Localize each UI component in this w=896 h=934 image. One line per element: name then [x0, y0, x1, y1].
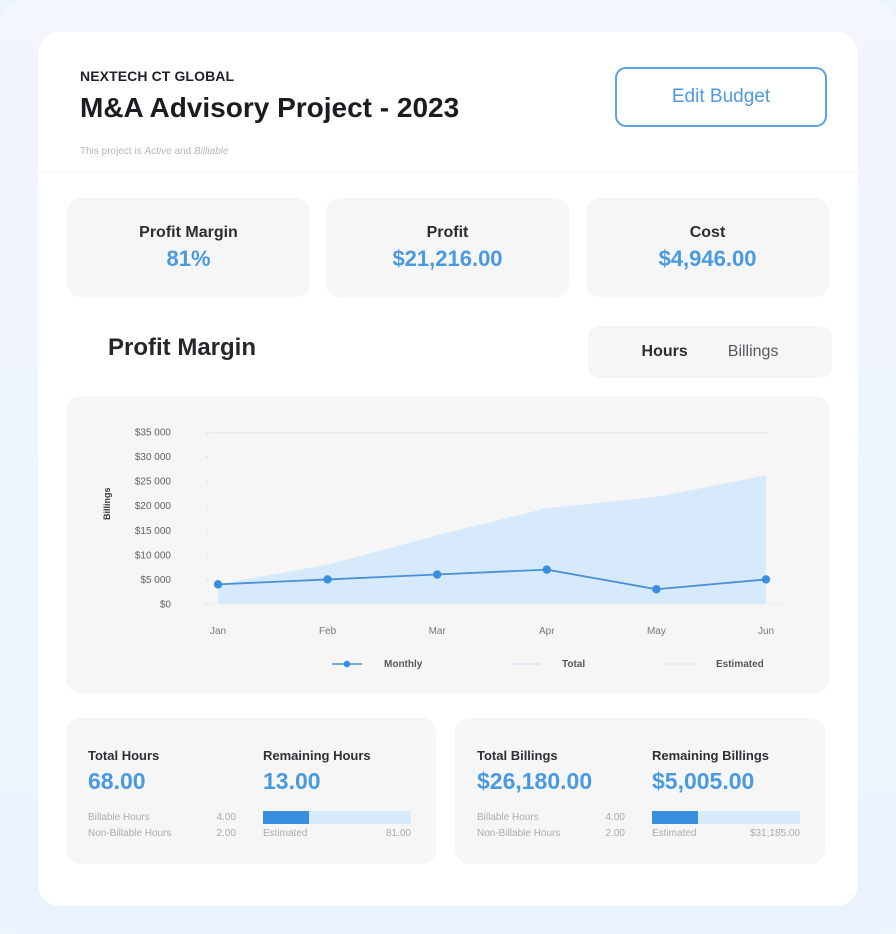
profit-margin-chart: $35 000 $30 000 $25 000 $20 000 $15 000 $10 0… [135, 428, 786, 637]
status-and: and [171, 146, 194, 157]
estimated-billings-label: Estimated [652, 828, 697, 839]
monthly-data-point[interactable] [433, 570, 442, 579]
tab-hours[interactable]: Hours [641, 343, 688, 360]
estimated-hours-value: 81.00 [385, 828, 411, 839]
hours-billings-toggle: Hours Billings [588, 326, 832, 378]
stat-label: Profit Margin [139, 223, 238, 241]
y-tick-label: $25 000 [135, 477, 172, 488]
chart-panel: Billings $35 000 $30 000 $25 000 $20 000 $15… [66, 396, 829, 693]
stat-profit: Profit $21,216.00 [326, 198, 569, 297]
project-status: This project is Active and Billiable [80, 146, 228, 157]
y-tick-label: $10 000 [135, 550, 172, 561]
legend-label: Total [562, 658, 586, 670]
y-tick-label: $20 000 [135, 501, 172, 512]
remaining-hours-value: 13.00 [263, 768, 321, 794]
billable-hours-value: 4.00 [216, 812, 236, 823]
monthly-line [217, 568, 767, 591]
y-tick-label: $15 000 [135, 526, 172, 537]
x-tick-label: Jun [758, 626, 774, 637]
stat-label: Cost [689, 223, 726, 241]
hours-summary-card: Total Hours 68.00 Remaining Hours 13.00 … [66, 718, 436, 864]
x-tick-label: Mar [429, 626, 447, 637]
billable-hours-label: Billable Hours [477, 812, 539, 823]
remaining-billings-progress [652, 811, 800, 824]
legend-label: Estimated [716, 658, 764, 670]
tab-billings[interactable]: Billings [727, 343, 779, 360]
project-header: NEXTECH CT GLOBAL M&A Advisory Project -… [38, 32, 858, 172]
remaining-hours-progress [263, 811, 411, 824]
estimated-billings-value: $31,185.00 [749, 828, 800, 839]
progress-fill [652, 811, 698, 824]
monthly-data-point[interactable] [761, 575, 771, 584]
y-axis-ticks: $35 000 $30 000 $25 000 $20 000 $15 000 $10 0… [135, 428, 208, 611]
billable-hours-label: Billable Hours [88, 812, 150, 823]
total-billings-value: $26,180.00 [477, 768, 593, 794]
stat-cost: Cost $4,946.00 [586, 198, 829, 297]
legend-total[interactable]: Total [510, 658, 585, 670]
estimated-line-icon [664, 663, 694, 665]
page-title: M&A Advisory Project - 2023 [80, 92, 460, 123]
non-billable-hours-label: Non-Billable Hours [477, 828, 561, 839]
edit-budget-button[interactable]: Edit Budget [615, 67, 827, 127]
company-name: NEXTECH CT GLOBAL [80, 68, 235, 84]
y-tick-label: $35 000 [135, 428, 172, 439]
billings-summary-card: Total Billings $26,180.00 Remaining Bill… [455, 718, 825, 864]
non-billable-hours-value: 2.00 [605, 828, 625, 839]
total-area [218, 475, 766, 604]
x-tick-label: Jan [210, 626, 226, 637]
remaining-hours-label: Remaining Hours [263, 748, 371, 763]
estimated-hours-label: Estimated [263, 828, 308, 839]
monthly-data-point[interactable] [652, 585, 661, 594]
chart-legend: Monthly Total Estimated [296, 658, 764, 672]
y-tick-label: $30 000 [135, 452, 172, 463]
progress-fill [263, 811, 309, 824]
monthly-line-icon [332, 660, 362, 668]
status-prefix: This project is [80, 146, 145, 157]
total-hours-label: Total Hours [88, 748, 160, 763]
status-billable: Billiable [193, 146, 229, 157]
billable-hours-value: 4.00 [605, 812, 625, 823]
project-card: NEXTECH CT GLOBAL M&A Advisory Project -… [38, 32, 858, 906]
stat-value: 81% [166, 245, 211, 271]
stat-profit-margin: Profit Margin 81% [67, 198, 310, 297]
non-billable-hours-label: Non-Billable Hours [88, 828, 172, 839]
monthly-data-point[interactable] [213, 580, 223, 589]
remaining-billings-value: $5,005.00 [652, 768, 755, 794]
legend-label: Monthly [384, 658, 423, 670]
total-hours-value: 68.00 [88, 768, 146, 794]
y-tick-label: $0 [160, 600, 172, 611]
x-tick-label: Feb [319, 626, 337, 637]
x-tick-label: Apr [539, 626, 555, 637]
remaining-billings-label: Remaining Billings [652, 748, 770, 763]
chart-section-title: Profit Margin [108, 334, 256, 361]
monthly-data-point[interactable] [542, 565, 551, 574]
stat-value: $21,216.00 [392, 245, 503, 271]
y-tick-label: $5 000 [140, 575, 171, 586]
status-active: Active [144, 146, 172, 157]
x-tick-label: May [647, 626, 666, 637]
x-axis-ticks: Jan Feb Mar Apr May Jun [210, 626, 774, 637]
stat-value: $4,946.00 [658, 245, 757, 271]
legend-estimated[interactable]: Estimated [664, 658, 764, 670]
legend-monthly[interactable]: Monthly [332, 658, 422, 670]
monthly-data-point[interactable] [323, 575, 332, 584]
total-line-icon [510, 663, 540, 665]
monthly-points [213, 565, 771, 594]
non-billable-hours-value: 2.00 [216, 828, 236, 839]
stat-label: Profit [426, 223, 469, 241]
total-billings-label: Total Billings [477, 748, 558, 763]
